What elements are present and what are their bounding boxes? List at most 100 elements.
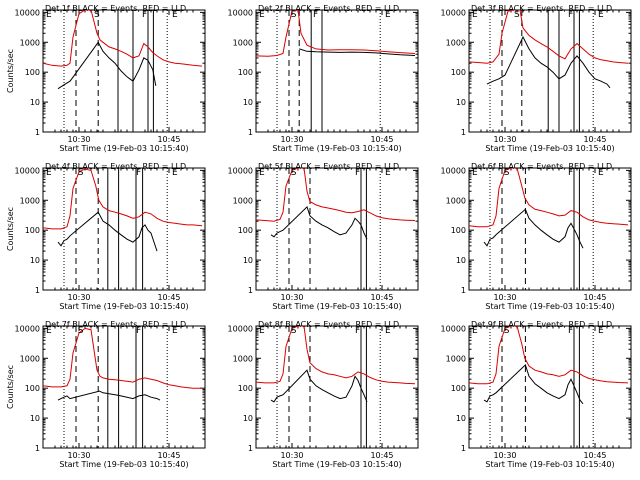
x-axis-label: Start Time (19-Feb-03 10:15:40) <box>272 302 401 311</box>
interval-letter: E <box>598 10 604 20</box>
series-events <box>57 41 157 90</box>
x-tick-label: 10:45 <box>583 451 606 460</box>
interval-letter: E <box>472 10 478 20</box>
x-tick-label: 10:30 <box>67 451 90 460</box>
y-axis-label: Counts/sec <box>6 49 15 93</box>
interval-letter: E <box>598 326 604 336</box>
series-events <box>486 35 611 89</box>
plot-area <box>469 168 629 290</box>
panel-title: Det 4f BLACK = Events, RED = LLD <box>45 162 186 171</box>
x-tick-label: 10:30 <box>493 293 516 302</box>
y-tick-label: 1 <box>35 286 40 295</box>
x-axis-label: Start Time (19-Feb-03 10:15:40) <box>485 460 614 469</box>
x-axis-label: Start Time (19-Feb-03 10:15:40) <box>272 144 401 153</box>
series-lld <box>256 168 416 222</box>
panel-title: Det 5f BLACK = Events, RED = LLD <box>258 162 399 171</box>
x-tick-label: 10:45 <box>157 293 180 302</box>
x-tick-label: 10:30 <box>67 135 90 144</box>
interval-letter: S <box>504 326 510 336</box>
y-tick-label: 1 <box>461 286 466 295</box>
x-tick-label: 10:30 <box>280 293 303 302</box>
x-tick-label: 10:45 <box>370 135 393 144</box>
y-tick-label: 1 <box>248 444 253 453</box>
series-lld <box>43 327 202 389</box>
series-lld <box>256 326 416 385</box>
y-tick-label: 1 <box>461 128 466 137</box>
y-tick-label: 10 <box>456 256 466 265</box>
plot-area <box>43 326 202 448</box>
x-tick-label: 10:45 <box>370 293 393 302</box>
series-lld <box>43 168 203 230</box>
plot-area <box>43 10 203 132</box>
interval-letter: F <box>313 10 318 20</box>
y-tick-label: 10000 <box>15 166 40 175</box>
plot-area <box>469 10 629 132</box>
y-tick-label: 10000 <box>228 324 253 333</box>
interval-letter: S <box>504 168 510 178</box>
panel-title: Det 3f BLACK = Events, RED = LLD <box>471 4 612 13</box>
y-tick-label: 100 <box>238 68 253 77</box>
y-tick-label: 1000 <box>446 354 466 363</box>
panel-title: Det 7f BLACK = Events, RED = LLD <box>45 320 186 329</box>
interval-letter: F <box>136 168 141 178</box>
panel-det-3: Det 3f BLACK = Events, RED = LLD 1 10 100 10… <box>441 4 632 153</box>
axis-frame <box>42 9 206 133</box>
panel-det-4: Det 4f BLACK = Events, RED = LLD 1 10 100 10… <box>6 162 206 311</box>
y-tick-label: 1 <box>248 128 253 137</box>
axis-frame <box>42 167 206 291</box>
series-events <box>483 208 584 249</box>
series-events <box>483 363 584 405</box>
y-tick-label: 1000 <box>20 354 40 363</box>
x-tick-label: 10:30 <box>493 135 516 144</box>
series-events <box>57 211 158 252</box>
y-tick-label: 1000 <box>446 38 466 47</box>
x-tick-label: 10:30 <box>493 451 516 460</box>
series-events <box>270 369 368 403</box>
plot-area <box>43 168 203 290</box>
y-axis-label: Counts/sec <box>6 365 15 409</box>
plot-area <box>256 168 416 290</box>
y-tick-label: 10 <box>30 98 40 107</box>
y-tick-label: 100 <box>238 384 253 393</box>
x-axis-label: Start Time (19-Feb-03 10:15:40) <box>485 302 614 311</box>
y-tick-label: 10000 <box>15 324 40 333</box>
panel-det-1: Det 1f BLACK = Events, RED = LLD 1 10 100 10… <box>6 4 206 153</box>
interval-letter: E <box>259 326 265 336</box>
interval-letter: F <box>568 10 573 20</box>
axis-frame <box>255 9 419 133</box>
series-lld <box>469 326 629 385</box>
y-tick-label: 10000 <box>441 166 466 175</box>
y-tick-label: 100 <box>25 384 40 393</box>
interval-letter: F <box>355 168 360 178</box>
y-tick-label: 10000 <box>228 166 253 175</box>
interval-letter: S <box>78 326 84 336</box>
interval-letter: S <box>291 10 297 20</box>
interval-letter: S <box>514 10 520 20</box>
y-tick-label: 1000 <box>20 38 40 47</box>
axis-frame <box>468 325 632 449</box>
interval-letter: E <box>472 326 478 336</box>
x-axis-label: Start Time (19-Feb-03 10:15:40) <box>59 144 188 153</box>
y-tick-label: 10000 <box>228 8 253 17</box>
y-tick-label: 10000 <box>441 8 466 17</box>
plot-area <box>469 326 629 448</box>
series-lld <box>256 10 416 57</box>
panel-grid: Det 1f BLACK = Events, RED = LLD 1 10 100 10… <box>6 4 632 469</box>
interval-letter: F <box>136 326 141 336</box>
x-axis-label: Start Time (19-Feb-03 10:15:40) <box>272 460 401 469</box>
panel-det-7: Det 7f BLACK = Events, RED = LLD 1 10 100 10… <box>6 320 206 469</box>
interval-letter: E <box>259 10 265 20</box>
axis-frame <box>468 167 632 291</box>
interval-letter: S <box>94 10 100 20</box>
axis-frame <box>255 325 419 449</box>
panel-title: Det 6f BLACK = Events, RED = LLD <box>471 162 612 171</box>
y-tick-label: 1 <box>35 128 40 137</box>
interval-letter: E <box>172 168 178 178</box>
interval-letter: E <box>46 326 52 336</box>
y-tick-label: 10 <box>243 414 253 423</box>
interval-letter: F <box>355 326 360 336</box>
y-tick-label: 1 <box>248 286 253 295</box>
interval-letter: E <box>172 326 178 336</box>
